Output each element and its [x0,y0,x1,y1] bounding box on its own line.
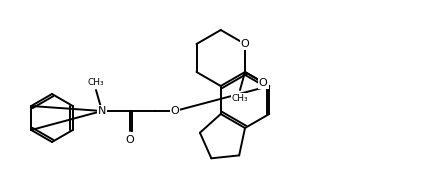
Text: O: O [171,106,179,116]
Text: O: O [126,135,134,145]
Text: O: O [241,39,250,49]
Text: O: O [259,78,268,88]
Text: N: N [98,106,106,116]
Text: CH₃: CH₃ [232,94,248,103]
Text: CH₃: CH₃ [88,78,104,87]
